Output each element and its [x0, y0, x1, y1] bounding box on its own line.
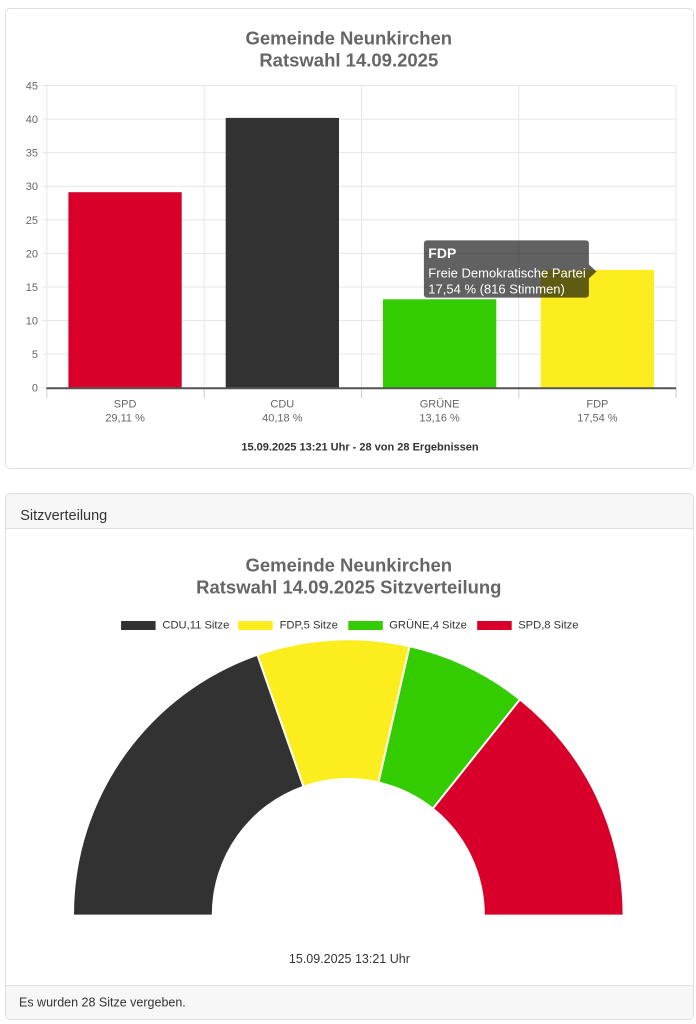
svg-text:Gemeinde Neunkirchen: Gemeinde Neunkirchen [245, 555, 452, 576]
svg-text:Ratswahl 14.09.2025 Sitzvertei: Ratswahl 14.09.2025 Sitzverteilung [196, 577, 501, 598]
svg-text:FDP,5 Sitze: FDP,5 Sitze [280, 620, 338, 632]
svg-text:FDP: FDP [428, 245, 456, 261]
svg-text:Gemeinde Neunkirchen: Gemeinde Neunkirchen [245, 28, 452, 49]
svg-text:15: 15 [26, 282, 38, 294]
svg-text:40: 40 [26, 114, 38, 126]
svg-text:15.09.2025 13:21 Uhr - 28 von: 15.09.2025 13:21 Uhr - 28 von 28 Ergebni… [241, 441, 479, 453]
svg-text:SPD: SPD [114, 399, 137, 411]
svg-text:29,11 %: 29,11 % [105, 413, 145, 425]
svg-text:25: 25 [26, 215, 38, 227]
svg-text:10: 10 [26, 316, 38, 328]
svg-text:SPD,8 Sitze: SPD,8 Sitze [518, 620, 578, 632]
svg-text:GRÜNE: GRÜNE [420, 399, 460, 411]
svg-text:40,18 %: 40,18 % [262, 413, 303, 425]
svg-text:CDU,11 Sitze: CDU,11 Sitze [162, 620, 229, 632]
svg-text:35: 35 [26, 148, 38, 160]
svg-text:17,54 %: 17,54 % [577, 413, 618, 425]
svg-text:Freie Demokratische Partei: Freie Demokratische Partei [428, 266, 586, 281]
svg-text:13,16 %: 13,16 % [419, 413, 460, 425]
svg-text:5: 5 [32, 349, 38, 361]
svg-text:30: 30 [26, 181, 38, 193]
svg-text:20: 20 [26, 248, 38, 260]
svg-text:FDP: FDP [586, 399, 608, 411]
svg-text:Ratswahl 14.09.2025: Ratswahl 14.09.2025 [259, 50, 438, 71]
svg-text:CDU: CDU [270, 399, 294, 411]
svg-text:GRÜNE,4 Sitze: GRÜNE,4 Sitze [389, 620, 467, 632]
svg-text:45: 45 [26, 81, 38, 93]
svg-text:0: 0 [32, 383, 38, 395]
svg-text:17,54 % (816 Stimmen): 17,54 % (816 Stimmen) [428, 282, 565, 297]
svg-text:Sitzverteilung: Sitzverteilung [20, 508, 107, 524]
svg-text:15.09.2025 13:21 Uhr: 15.09.2025 13:21 Uhr [289, 952, 410, 966]
svg-text:Es wurden 28 Sitze vergeben.: Es wurden 28 Sitze vergeben. [19, 996, 186, 1010]
